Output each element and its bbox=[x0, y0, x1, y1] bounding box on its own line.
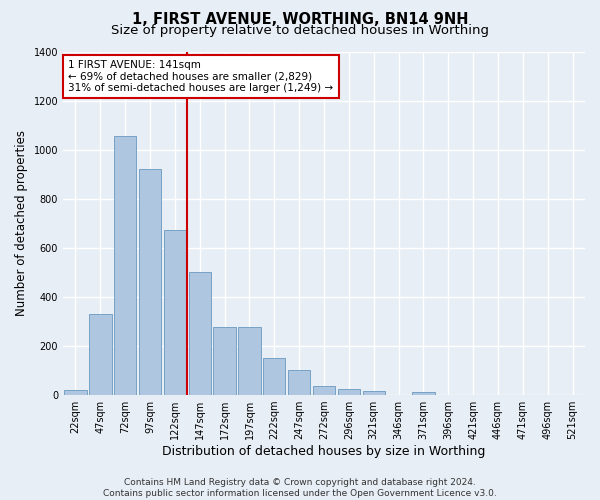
Text: 1 FIRST AVENUE: 141sqm
← 69% of detached houses are smaller (2,829)
31% of semi-: 1 FIRST AVENUE: 141sqm ← 69% of detached… bbox=[68, 60, 334, 94]
Bar bbox=[238, 327, 260, 394]
Bar bbox=[288, 370, 310, 394]
Bar bbox=[263, 358, 286, 395]
Bar bbox=[412, 392, 434, 394]
Bar bbox=[114, 136, 136, 394]
Text: Size of property relative to detached houses in Worthing: Size of property relative to detached ho… bbox=[111, 24, 489, 37]
Y-axis label: Number of detached properties: Number of detached properties bbox=[15, 130, 28, 316]
Bar bbox=[139, 169, 161, 394]
Bar bbox=[338, 389, 360, 394]
Bar bbox=[188, 272, 211, 394]
Text: 1, FIRST AVENUE, WORTHING, BN14 9NH: 1, FIRST AVENUE, WORTHING, BN14 9NH bbox=[132, 12, 468, 28]
Bar bbox=[313, 386, 335, 394]
Bar bbox=[214, 327, 236, 394]
Bar bbox=[164, 230, 186, 394]
Bar bbox=[89, 314, 112, 394]
Text: Contains HM Land Registry data © Crown copyright and database right 2024.
Contai: Contains HM Land Registry data © Crown c… bbox=[103, 478, 497, 498]
Bar bbox=[362, 391, 385, 394]
Bar bbox=[64, 390, 86, 394]
X-axis label: Distribution of detached houses by size in Worthing: Distribution of detached houses by size … bbox=[163, 444, 486, 458]
